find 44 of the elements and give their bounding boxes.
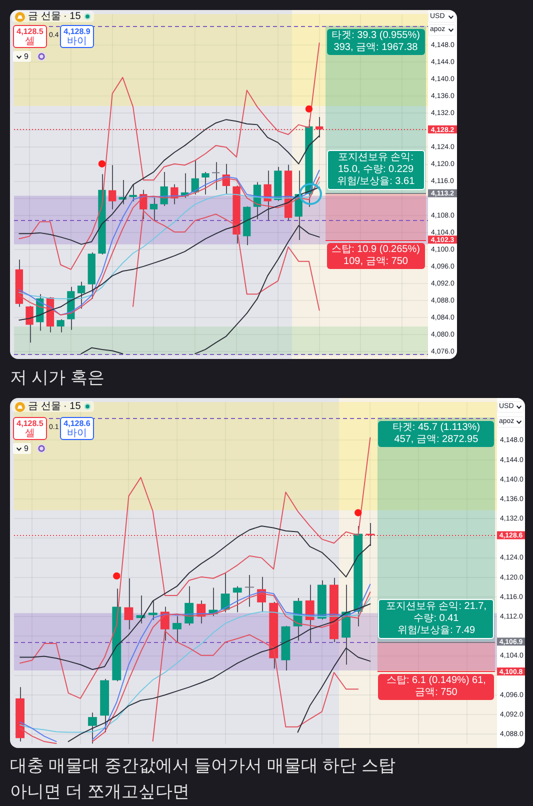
sell-button: 4,128.5 셀 [13,417,47,440]
annotation: 포지션보유 손익: 21.7, 수량: 0.41 위험/보상율: 7.49 [378,598,494,639]
candlestick [244,574,254,608]
candlestick [305,584,314,643]
candlestick [184,586,194,626]
candlestick [202,171,210,196]
band-label: 스탑: 10.9 (0.265%) 109, 금액: 750 [326,242,425,269]
annotation: 9 [24,444,28,453]
candlestick [148,600,158,621]
annotation: 바이 [67,428,87,438]
candlestick [160,171,168,206]
candlestick [26,306,34,344]
band-label: 타겟: 45.7 (1.113%) 457, 금액: 2872.95 [378,420,494,447]
annotation: 포지션보유 손익: 15.0, 수량: 0.229 위험/보상율: 3.61 [326,150,425,190]
text: 저 시가 혹은 [10,367,104,389]
candlestick [212,162,220,190]
sell-button: 4,128.5 셀 [13,25,47,48]
band-label: 타겟: 39.3 (0.955%) 393, 금액: 1967.38 [326,28,425,55]
candlestick [77,281,86,310]
candlestick [150,197,158,221]
candlestick [88,712,97,744]
annotation: 4,128.6 [64,418,90,428]
annotation: 셀 [25,36,35,46]
annotation: 4,128.5 [16,418,44,428]
candlestick [264,170,272,221]
candlestick [124,578,134,630]
candlestick [160,606,170,642]
buy-button: 4,128.9 바이 [60,25,94,48]
annotation: 셀 [25,428,35,438]
annotation: 바이 [67,36,87,46]
chart-title: 금 선물 · 15 [28,11,81,22]
candlestick [56,318,64,333]
buy-button: 4,128.6 바이 [60,417,94,440]
band-label: 스탑: 6.1 (0.149%) 61, 금액: 750 [378,674,494,700]
annotation: 4,128.9 [64,26,90,36]
chart-title: 금 선물 · 15 [28,401,81,412]
candlestick [220,572,230,613]
candlestick [232,586,242,613]
annotation: 9 [24,52,28,61]
annotation: 4,128.5 [16,26,44,36]
candlestick [172,616,182,643]
text: 대충 매물대 중간값에서 들어가서 매물대 하단 스탑 아니면 더 쪼개고싶다면 [10,755,396,803]
candlestick [108,164,116,210]
candlestick [129,184,137,202]
